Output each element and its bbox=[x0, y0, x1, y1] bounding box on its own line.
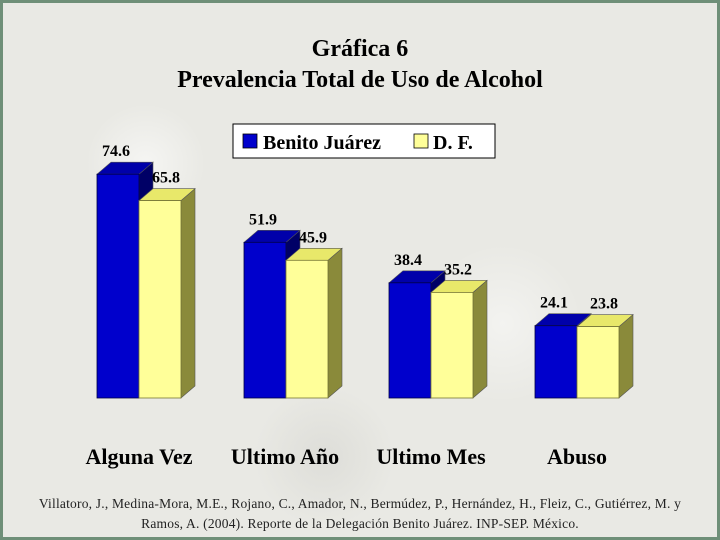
source-citation: Villatoro, J., Medina-Mora, M.E., Rojano… bbox=[38, 496, 682, 531]
legend-swatch bbox=[413, 133, 429, 149]
bar bbox=[285, 259, 329, 399]
legend-label: D. F. bbox=[433, 132, 473, 154]
bar-side bbox=[180, 187, 196, 399]
data-label: 24.1 bbox=[540, 295, 568, 312]
legend-box bbox=[232, 123, 496, 159]
bar bbox=[96, 173, 140, 399]
category-label: Abuso bbox=[547, 444, 607, 469]
bar bbox=[138, 200, 182, 399]
bar-side bbox=[618, 313, 634, 399]
data-label: 35.2 bbox=[444, 261, 472, 278]
bar bbox=[388, 282, 432, 399]
data-label: 38.4 bbox=[394, 252, 422, 269]
category-label: Ultimo Mes bbox=[376, 444, 486, 469]
data-label: 65.8 bbox=[152, 170, 180, 187]
data-label: 23.8 bbox=[590, 296, 618, 313]
chart-title: Gráfica 6 bbox=[311, 36, 409, 62]
category-label: Ultimo Año bbox=[231, 444, 339, 469]
bar bbox=[534, 325, 578, 399]
chart-subtitle: Prevalencia Total de Uso de Alcohol bbox=[177, 67, 543, 93]
bar-side bbox=[472, 279, 488, 399]
data-label: 45.9 bbox=[299, 229, 327, 246]
data-label: 74.6 bbox=[102, 143, 130, 160]
category-label: Alguna Vez bbox=[86, 444, 193, 469]
data-label: 51.9 bbox=[249, 211, 277, 228]
legend-label: Benito Juárez bbox=[263, 132, 381, 154]
bar bbox=[243, 241, 287, 399]
bar-side bbox=[327, 247, 343, 399]
legend-swatch bbox=[242, 133, 258, 149]
bar bbox=[576, 326, 620, 399]
bar bbox=[430, 291, 474, 399]
